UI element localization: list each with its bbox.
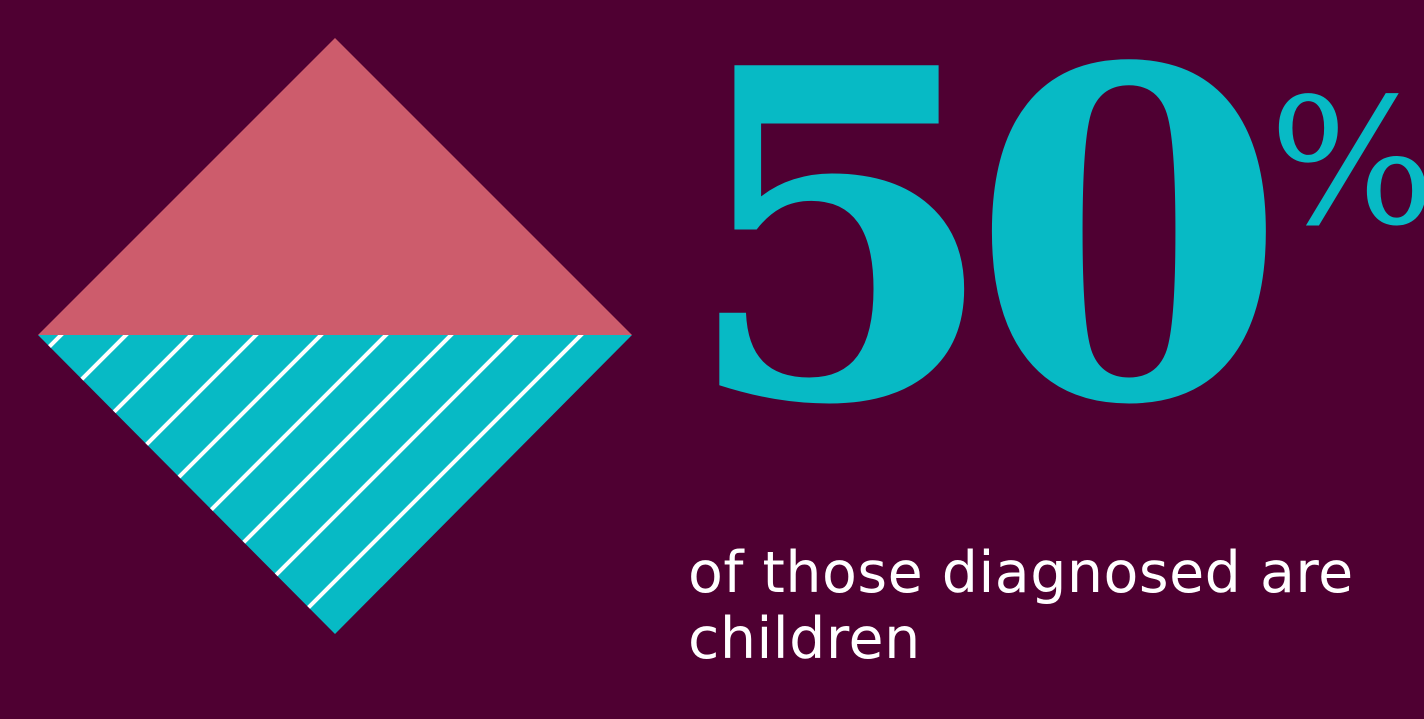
- diamond-bottom-half: [38, 335, 632, 634]
- percent-sign: %: [1269, 62, 1424, 265]
- statistic-number: 50: [682, 0, 1287, 505]
- statistic-value: 50%: [682, 0, 1424, 505]
- half-filled-diamond-graphic: [38, 38, 632, 634]
- diamond-top-half: [38, 38, 632, 335]
- statistic-caption: of those diagnosed are children: [688, 540, 1354, 672]
